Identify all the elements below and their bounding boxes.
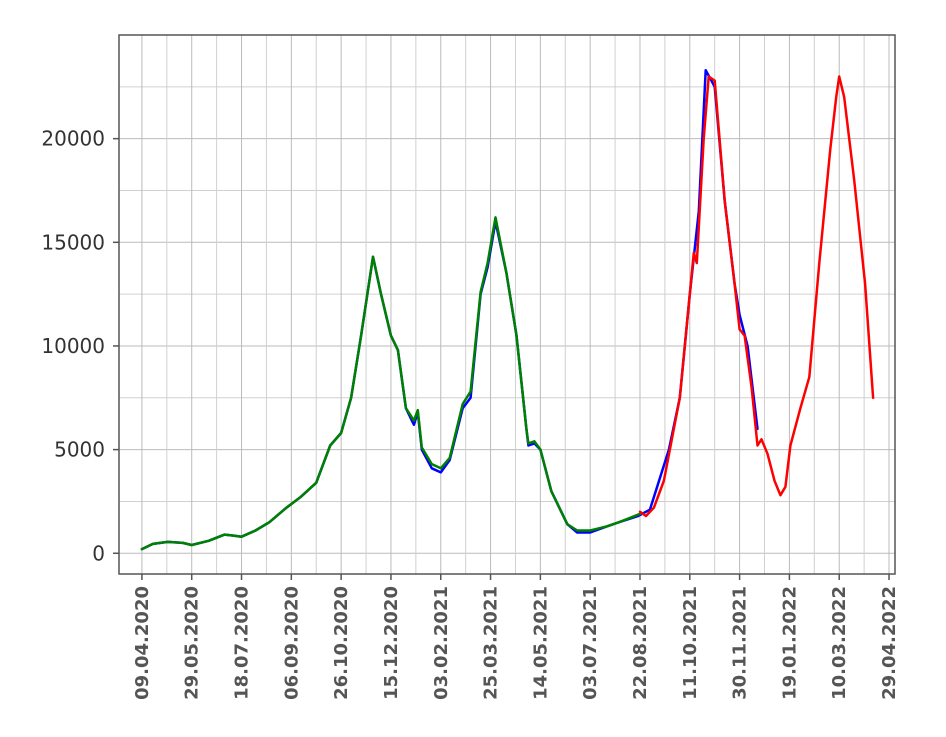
series-line-1: [140, 216, 642, 551]
series-lines: [140, 68, 875, 551]
x-axis: 09.04.2020 29.05.2020 18.07.2020 06.09.2020…: [132, 574, 900, 700]
x-tick-label: 14.05.2021: [530, 586, 551, 700]
y-tick-label: 15000: [41, 230, 105, 254]
x-tick-label: 22.08.2021: [630, 586, 651, 700]
x-tick-label: 11.10.2021: [680, 586, 701, 700]
y-tick-label: 5000: [54, 438, 105, 462]
x-tick-label: 18.07.2020: [232, 586, 253, 700]
x-tick-label: 10.03.2022: [829, 586, 850, 700]
x-tick-label: 15.12.2020: [381, 586, 402, 700]
x-tick-label: 19.01.2022: [779, 586, 800, 700]
x-tick-label: 29.05.2020: [182, 586, 203, 700]
series-line-2: [638, 75, 875, 518]
y-tick-label: 0: [92, 541, 105, 565]
x-tick-label: 29.04.2022: [879, 586, 900, 700]
y-tick-label: 20000: [41, 127, 105, 151]
x-tick-label: 09.04.2020: [132, 586, 153, 700]
x-tick-label: 26.10.2020: [331, 586, 352, 700]
x-tick-label: 25.03.2021: [481, 586, 502, 700]
plot-frame: [118, 34, 896, 575]
x-tick-label: 06.09.2020: [281, 586, 302, 700]
x-tick-label: 30.11.2021: [730, 586, 751, 700]
y-axis: 0 5000 10000 15000 20000: [41, 127, 119, 565]
x-tick-label: 03.07.2021: [580, 586, 601, 700]
y-tick-label: 10000: [41, 334, 105, 358]
x-tick-label: 03.02.2021: [431, 586, 452, 700]
